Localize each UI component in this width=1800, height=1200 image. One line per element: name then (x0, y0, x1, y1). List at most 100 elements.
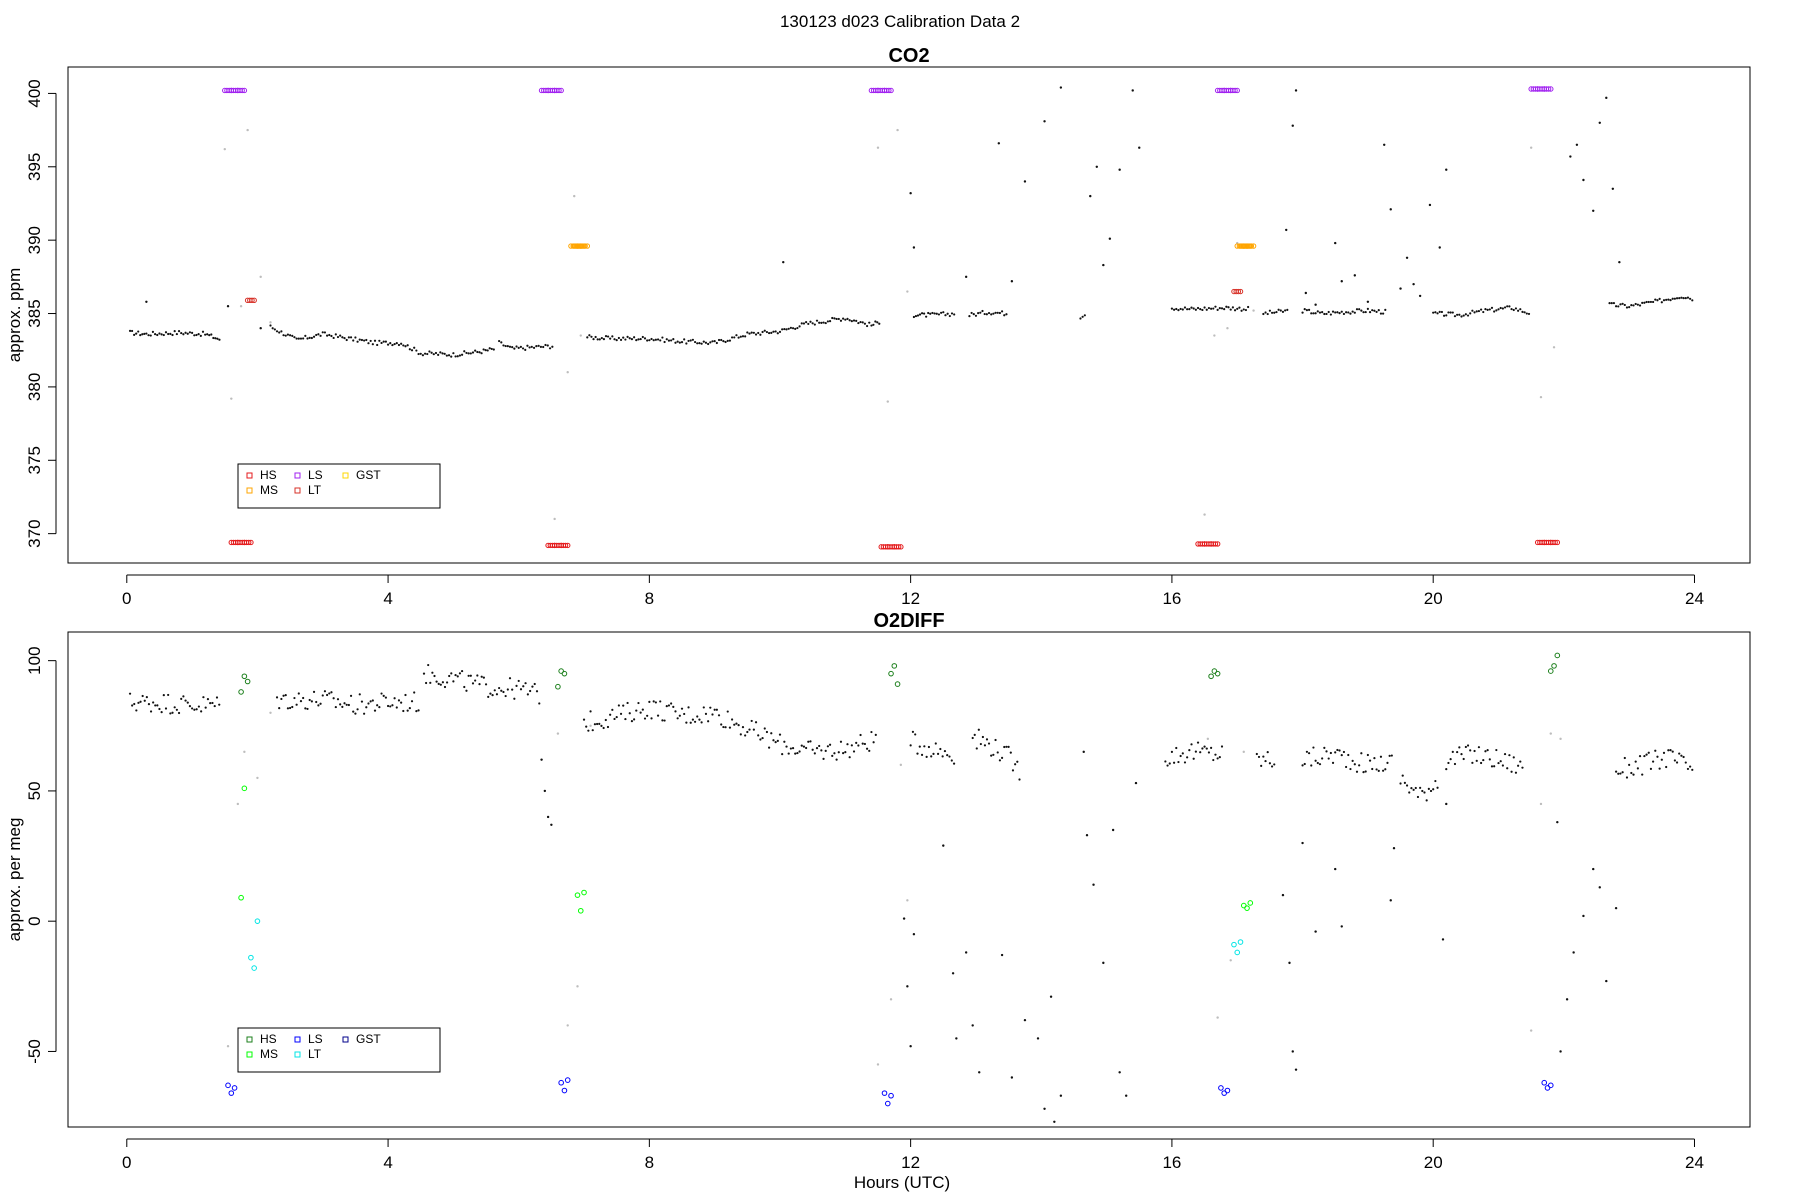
sample-point (297, 337, 300, 340)
flush-point (230, 397, 233, 400)
sample-point (278, 331, 281, 334)
sample-point (469, 674, 472, 677)
sample-point (1647, 300, 1650, 304)
sample-point (310, 700, 313, 703)
sample-point (1462, 314, 1465, 317)
sample-point (670, 339, 673, 342)
legend-swatch (246, 1051, 253, 1058)
sample-point (630, 720, 634, 723)
sample-point (661, 719, 664, 722)
sample-point (765, 330, 769, 334)
sample-point (389, 342, 392, 345)
sample-point (1503, 306, 1507, 309)
sample-point (1314, 759, 1317, 762)
sample-point (1312, 746, 1315, 749)
sample-point (994, 738, 997, 742)
sample-point (970, 311, 973, 315)
sample-point (794, 752, 797, 755)
sample-point (1559, 1050, 1562, 1053)
sample-point (1656, 755, 1659, 758)
calibration-point (894, 681, 901, 687)
y-tick-label: 390 (25, 226, 44, 254)
calibration-point (1232, 87, 1238, 94)
sample-point (674, 341, 677, 344)
sample-point (927, 311, 930, 315)
calibration-point (555, 683, 561, 690)
sample-point (590, 335, 593, 338)
sample-point (1351, 759, 1354, 763)
sample-point (1658, 767, 1661, 770)
sample-point (167, 332, 170, 336)
sample-point (339, 703, 342, 706)
sample-point (676, 340, 679, 343)
sample-point (941, 755, 944, 758)
calibration-point (891, 663, 898, 669)
sample-point (1669, 749, 1672, 752)
sample-point (486, 349, 489, 352)
sample-point (378, 706, 381, 709)
sample-point (308, 698, 311, 702)
sample-point (402, 709, 405, 713)
sample-point (158, 707, 161, 711)
sample-point (1186, 756, 1189, 759)
sample-point (1095, 165, 1098, 168)
sample-point (1124, 1094, 1128, 1097)
sample-point (813, 323, 816, 326)
sample-point (1389, 899, 1392, 902)
calibration-point (244, 678, 251, 685)
sample-point (637, 338, 640, 341)
sample-point (1199, 308, 1202, 311)
sample-point (648, 700, 651, 703)
sample-point (761, 736, 764, 740)
sample-point (683, 712, 686, 716)
sample-point (1456, 750, 1459, 754)
x-tick-label: 12 (901, 1153, 920, 1172)
sample-point (927, 745, 931, 749)
sample-point (182, 695, 185, 698)
sample-point (1484, 308, 1487, 311)
calibration-point (1212, 541, 1219, 547)
sample-point (763, 329, 766, 332)
sample-point (624, 717, 627, 721)
calibration-point (884, 1100, 891, 1107)
sample-point (439, 351, 442, 354)
sample-point (1351, 310, 1354, 313)
sample-point (842, 317, 845, 320)
sample-point (977, 312, 980, 315)
sample-point (1665, 298, 1668, 301)
sample-point (430, 351, 433, 354)
sample-point (1673, 759, 1676, 762)
sample-point (1625, 306, 1629, 309)
sample-point (615, 338, 618, 342)
sample-point (413, 346, 416, 349)
sample-point (427, 663, 430, 667)
calibration-point (248, 539, 254, 546)
y-tick-label: 395 (25, 153, 44, 181)
sample-point (948, 314, 951, 318)
sample-point (998, 311, 1002, 315)
flush-point (246, 128, 249, 132)
sample-point (1416, 795, 1420, 799)
sample-point (1285, 228, 1288, 232)
sample-point (946, 312, 949, 315)
sample-point (1499, 760, 1502, 763)
sample-point (1675, 297, 1679, 300)
sample-point (1331, 761, 1335, 764)
sample-point (365, 338, 368, 342)
sample-point (720, 723, 723, 726)
sample-point (1488, 758, 1491, 761)
sample-point (667, 704, 671, 707)
legend-box (237, 463, 441, 509)
sample-point (619, 338, 623, 341)
sample-point (445, 354, 448, 357)
sample-point (1286, 308, 1289, 311)
sample-point (1432, 311, 1435, 314)
sample-point (1675, 761, 1679, 764)
sample-point (465, 689, 468, 692)
sample-point (990, 313, 993, 316)
sample-point (506, 345, 509, 348)
sample-point (175, 708, 178, 711)
sample-point (1079, 317, 1082, 320)
sample-point (1334, 311, 1337, 314)
